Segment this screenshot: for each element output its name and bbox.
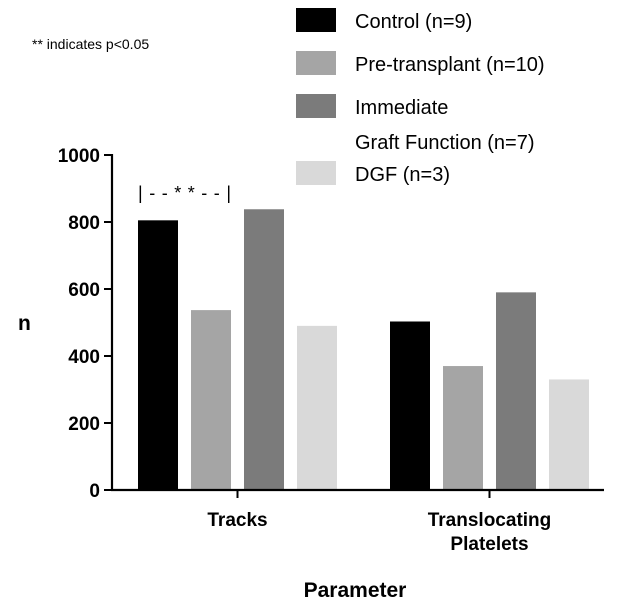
x-axis: Tracks Translocating Platelets	[111, 488, 604, 555]
significance-marker: |--**--|	[138, 183, 231, 203]
legend-label-3: DGF (n=3)	[355, 164, 450, 186]
legend-swatch-0	[296, 8, 336, 32]
y-tick-label-3: 600	[68, 280, 100, 301]
significance-annotation: |--**--|	[138, 183, 231, 203]
y-tick-label-0: 0	[89, 481, 100, 502]
legend-swatch-3	[296, 161, 336, 185]
bar-series1-cat0	[191, 310, 231, 490]
legend-label-2: Immediate Graft Function (n=7)	[355, 97, 535, 154]
bar-series2-cat0	[244, 209, 284, 490]
x-tick-label-0: Tracks	[207, 510, 267, 531]
y-tick-label-1: 200	[68, 414, 100, 435]
y-axis-title: n	[18, 312, 31, 335]
bars-group	[138, 209, 589, 490]
y-tick-label-4: 800	[68, 213, 100, 234]
legend-swatch-1	[296, 51, 336, 75]
bar-series3-cat1	[549, 379, 589, 490]
y-tick-label-2: 400	[68, 347, 100, 368]
legend-swatch-2	[296, 94, 336, 118]
bar-series3-cat0	[297, 325, 337, 490]
legend-label-0: Control (n=9)	[355, 11, 472, 33]
y-axis: 0 200 400 600 800 1000	[58, 146, 114, 502]
bar-series0-cat0	[138, 220, 178, 490]
significance-note: ** indicates p<0.05	[32, 36, 149, 52]
bar-series1-cat1	[443, 366, 483, 490]
legend-label-1: Pre-transplant (n=10)	[355, 54, 545, 76]
legend: Control (n=9) Pre-transplant (n=10) Immedi…	[296, 8, 545, 186]
x-tick-label-1: Translocating Platelets	[428, 510, 552, 555]
y-tick-label-5: 1000	[58, 146, 100, 167]
bar-series2-cat1	[496, 292, 536, 490]
x-axis-title: Parameter	[304, 579, 407, 601]
bar-series0-cat1	[390, 321, 430, 490]
